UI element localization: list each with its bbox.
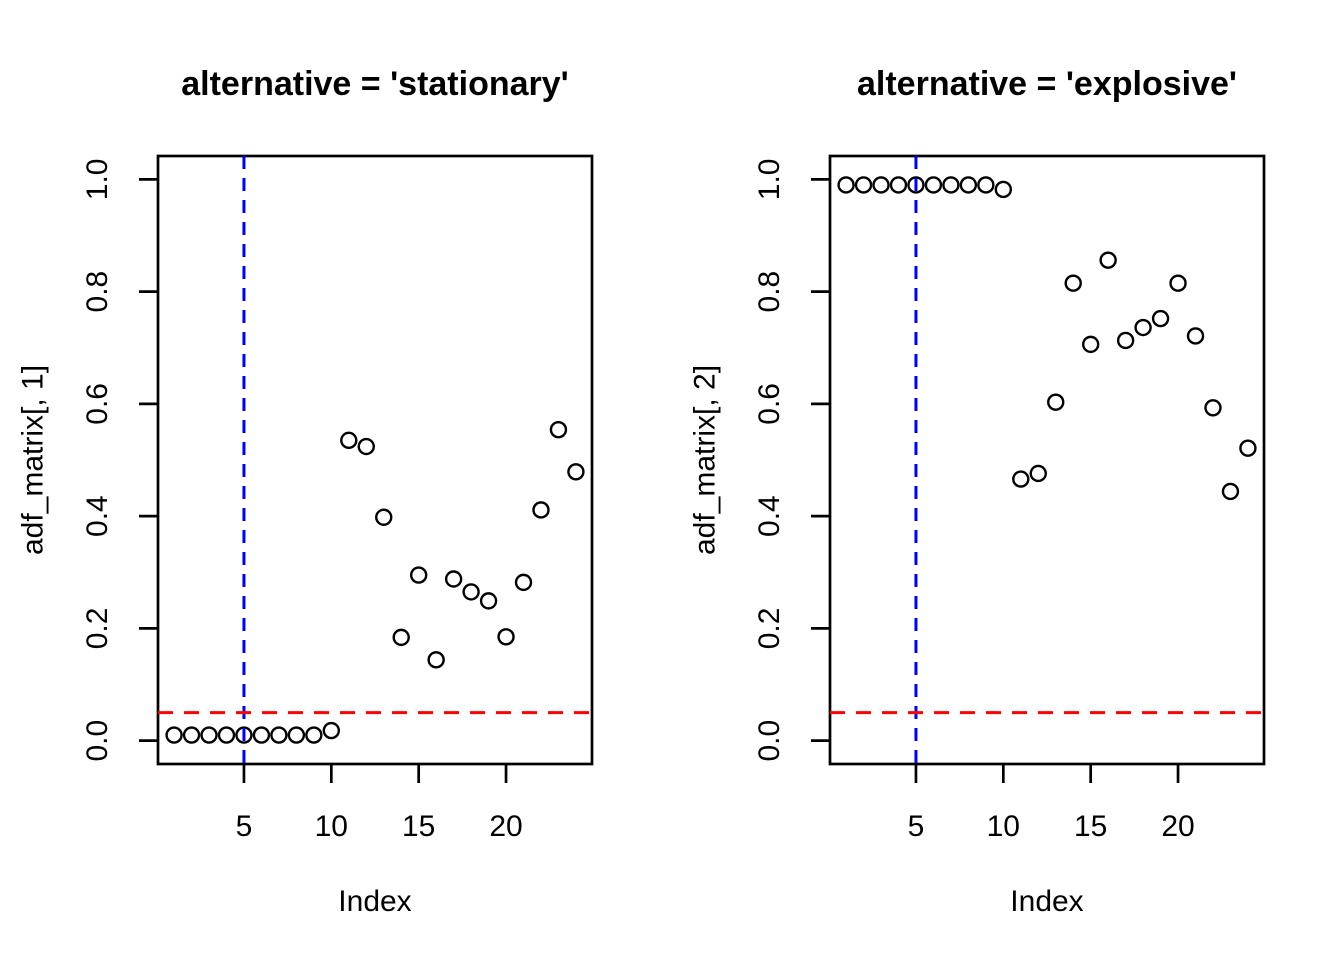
data-point	[1151, 309, 1170, 328]
data-point	[1012, 470, 1030, 488]
y-axis-label: adf_matrix[, 1]	[17, 365, 50, 555]
x-tick-label: 20	[489, 810, 522, 843]
y-tick-label: 0.8	[753, 271, 786, 313]
y-tick-label: 1.0	[753, 158, 786, 200]
y-tick-label: 0.2	[753, 608, 786, 650]
y-tick-label: 0.4	[81, 495, 114, 537]
data-point	[165, 726, 183, 744]
data-point	[889, 176, 908, 194]
data-point	[427, 651, 445, 669]
data-point	[872, 176, 890, 194]
data-point	[340, 431, 358, 450]
x-axis-label: Index	[1010, 885, 1083, 918]
data-point	[854, 176, 873, 194]
data-point	[235, 726, 253, 744]
y-tick-label: 0.0	[753, 720, 786, 762]
data-point	[462, 583, 480, 601]
y-axis-label: adf_matrix[, 2]	[689, 365, 722, 555]
data-point	[497, 628, 515, 646]
data-point	[1134, 318, 1152, 337]
x-tick-label: 5	[908, 810, 925, 843]
data-point	[409, 566, 428, 584]
data-point	[392, 628, 410, 647]
x-tick-label: 15	[1074, 810, 1107, 843]
data-point	[1186, 327, 1205, 345]
data-point	[1029, 464, 1047, 483]
panel-1: 5 10 15 20 0.0 0.2 0.4 0.6 0.8 1.0 alternative = '…	[689, 65, 1266, 918]
data-point	[549, 420, 568, 439]
x-tick-label: 5	[236, 810, 253, 843]
data-point	[252, 726, 271, 744]
data-point	[1204, 399, 1222, 417]
data-point	[287, 726, 306, 744]
y-tick-label: 0.0	[81, 720, 114, 762]
y-tick-label: 0.4	[753, 495, 786, 537]
data-point	[514, 573, 533, 592]
y-tick-label: 1.0	[81, 158, 114, 200]
x-tick-label: 15	[402, 810, 435, 843]
data-point	[1116, 331, 1135, 350]
data-point	[375, 508, 393, 526]
data-point	[1047, 393, 1065, 411]
data-point	[977, 176, 995, 194]
x-tick-label: 20	[1161, 810, 1194, 843]
data-point	[959, 176, 978, 194]
data-point	[907, 176, 925, 194]
y-tick-label: 0.6	[81, 383, 114, 425]
x-tick-label: 10	[315, 810, 348, 843]
panel-title: alternative = 'stationary'	[181, 65, 569, 103]
panel-title: alternative = 'explosive'	[857, 65, 1237, 103]
data-point	[924, 176, 943, 194]
data-point	[357, 437, 375, 456]
data-point	[322, 721, 341, 740]
data-point	[479, 592, 498, 610]
panel-0: 5 10 15 20 0.0 0.2 0.4 0.6 0.8 1.0 alternative = '…	[17, 65, 594, 918]
data-point	[217, 726, 236, 744]
data-point	[305, 726, 323, 744]
data-point	[444, 570, 463, 588]
data-point	[182, 726, 201, 744]
data-point	[942, 176, 960, 194]
x-axis-label: Index	[338, 885, 411, 918]
data-point	[994, 180, 1013, 199]
data-point	[532, 501, 550, 519]
plot-box	[828, 154, 1266, 766]
data-point	[200, 726, 218, 744]
data-point	[1169, 274, 1187, 292]
data-point	[567, 463, 585, 481]
data-point	[1239, 439, 1257, 457]
y-tick-label: 0.2	[81, 608, 114, 650]
y-tick-label: 0.8	[81, 271, 114, 313]
data-point	[1221, 482, 1240, 501]
y-tick-label: 0.6	[753, 383, 786, 425]
data-point	[1099, 251, 1117, 269]
data-point	[1064, 274, 1082, 292]
data-point	[1081, 335, 1100, 354]
data-point	[837, 176, 855, 194]
x-tick-label: 10	[987, 810, 1020, 843]
plot-box	[156, 154, 594, 766]
data-point	[270, 726, 288, 744]
